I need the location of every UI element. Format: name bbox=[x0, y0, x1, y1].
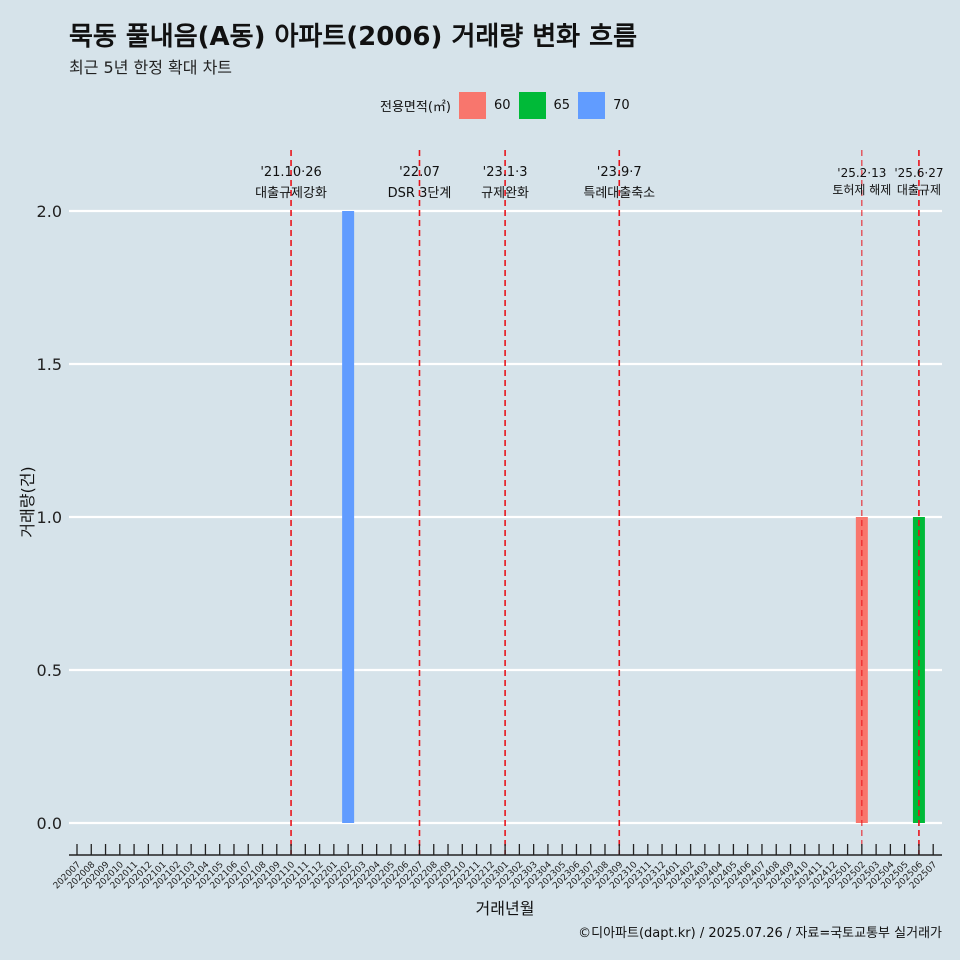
legend-swatch-65 bbox=[518, 92, 546, 119]
annotation-date-202502: '25.2·13 bbox=[837, 166, 886, 180]
y-tick-label-1.5: 1.5 bbox=[37, 355, 62, 374]
annotation-label-202506: 대출규제 bbox=[897, 183, 941, 197]
chart-title: 묵동 풀내음(A동) 아파트(2006) 거래량 변화 흐름 bbox=[69, 22, 637, 52]
y-tick-label-2.0: 2.0 bbox=[37, 202, 62, 221]
legend-title: 전용면적(㎡) bbox=[380, 100, 451, 115]
legend-swatch-60 bbox=[458, 92, 486, 119]
legend-label-60: 60 bbox=[493, 98, 511, 113]
y-tick-label-0.0: 0.0 bbox=[37, 814, 62, 833]
chart-caption: ©디아파트(dapt.kr) / 2025.07.26 / 자료=국토교통부 실… bbox=[578, 926, 942, 941]
annotation-label-202207: DSR 3단계 bbox=[388, 186, 452, 201]
annotation-date-202506: '25.6·27 bbox=[894, 166, 943, 180]
y-tick-label-1.0: 1.0 bbox=[37, 508, 62, 527]
chart-subtitle: 최근 5년 한정 확대 차트 bbox=[69, 58, 233, 77]
annotation-label-202309: 특례대출축소 bbox=[583, 186, 655, 201]
legend: 전용면적(㎡) 60 65 70 bbox=[380, 92, 638, 119]
legend-item-70: 70 bbox=[578, 92, 630, 119]
annotation-date-202301: '23.1·3 bbox=[483, 165, 528, 180]
annotation-label-202110: 대출규제강화 bbox=[255, 186, 327, 201]
legend-item-65: 65 bbox=[518, 92, 571, 119]
legend-item-60: 60 bbox=[458, 92, 511, 119]
legend-label-70: 70 bbox=[613, 98, 630, 113]
annotation-date-202110: '21.10·26 bbox=[260, 165, 321, 180]
x-axis-title: 거래년월 bbox=[476, 899, 535, 918]
legend-label-65: 65 bbox=[553, 98, 571, 113]
annotation-label-202301: 규제완화 bbox=[481, 186, 529, 201]
bar-70-202202 bbox=[342, 211, 355, 823]
annotation-date-202309: '23.9·7 bbox=[597, 165, 642, 180]
y-tick-label-0.5: 0.5 bbox=[37, 661, 62, 680]
legend-swatch-70 bbox=[578, 92, 606, 119]
annotation-label-202502: 토허제 해제 bbox=[832, 183, 891, 197]
y-axis-title: 거래량(건) bbox=[18, 466, 37, 537]
annotation-date-202207: '22.07 bbox=[399, 165, 440, 180]
